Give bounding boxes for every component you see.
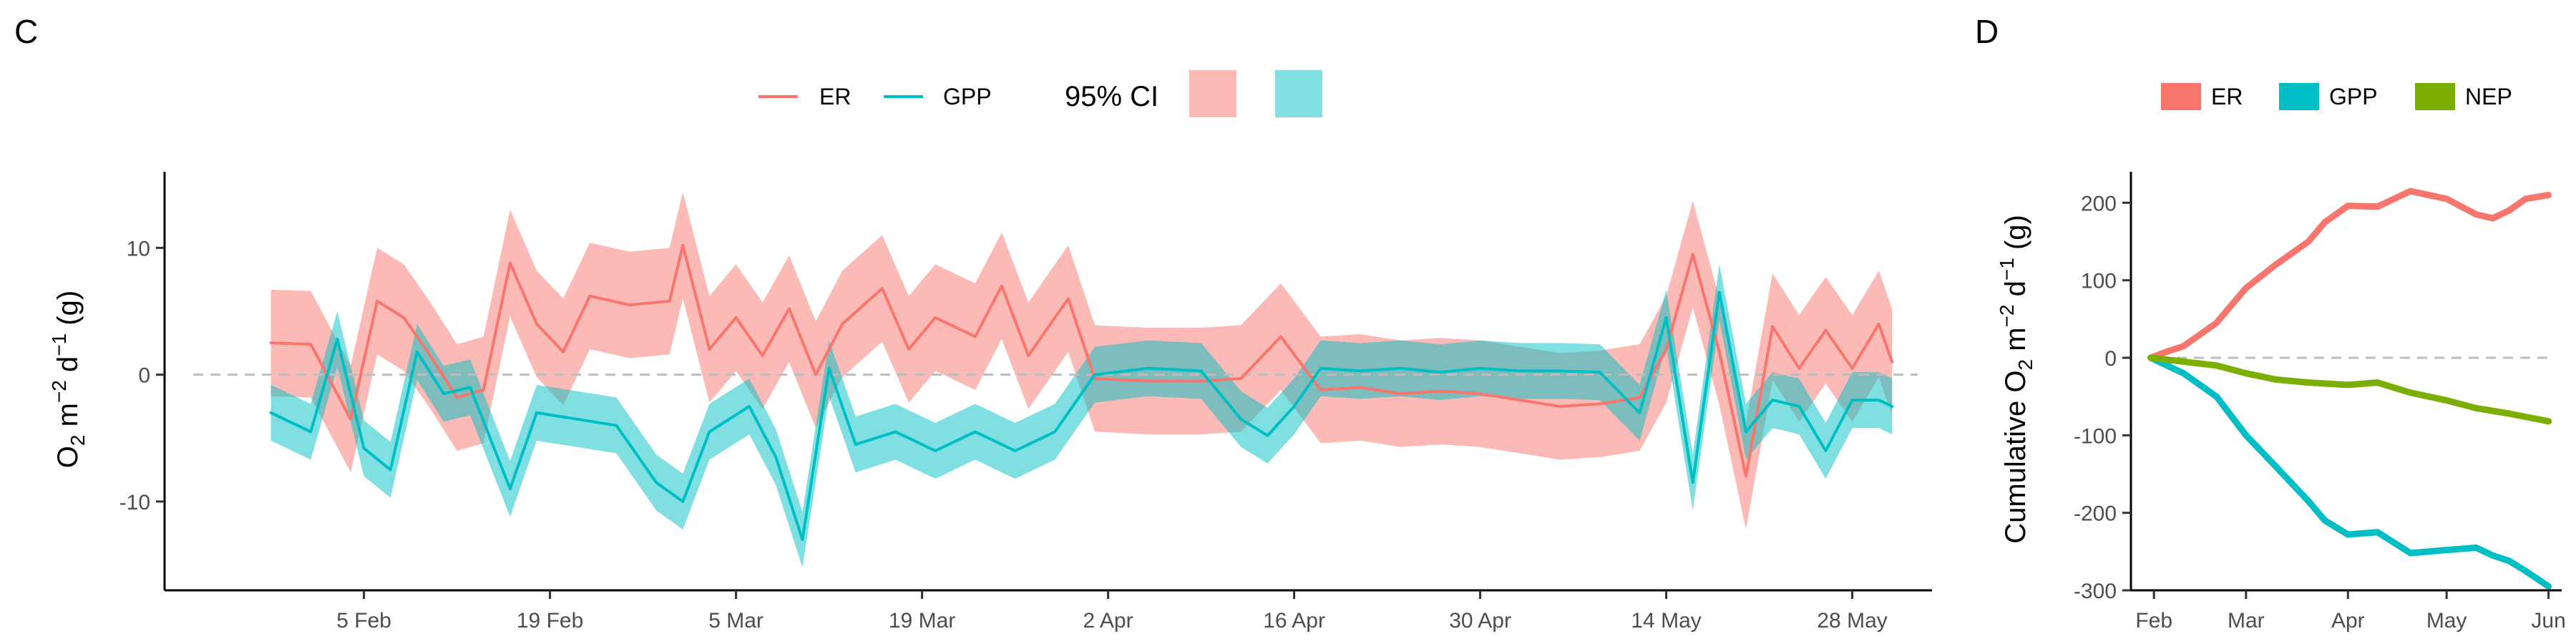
y-tick-label: -300 — [2074, 580, 2117, 603]
panel-c-series-lines — [269, 243, 1894, 542]
x-tick-label: 19 Mar — [889, 609, 955, 633]
legend-c-ci-label: 95% CI — [1065, 81, 1158, 112]
legend-d-nep-key — [2415, 83, 2455, 110]
legend-d-er-label: ER — [2211, 84, 2243, 109]
x-tick-label: 28 May — [1817, 609, 1887, 633]
legend-c: ER GPP 95% CI — [758, 70, 1322, 117]
x-tick-label: 30 Apr — [1449, 609, 1511, 633]
ci-band-gpp — [270, 264, 1893, 568]
legend-c-er-label: ER — [819, 84, 851, 109]
y-tick-label: 0 — [138, 364, 150, 388]
legend-c-gpp-ci-key — [1275, 70, 1322, 117]
x-tick-label: May — [2426, 609, 2467, 633]
legend-d-er-key — [2161, 83, 2201, 110]
x-tick-label: 16 Apr — [1263, 609, 1325, 633]
x-tick-label: 2 Apr — [1083, 609, 1133, 633]
panel-d-plot: -300 -200 -100 0 100 200 Feb Mar Apr May Jun Cumul… — [1996, 172, 2566, 633]
x-tick-label: 19 Feb — [517, 609, 583, 633]
panel-d-series-lines — [2147, 187, 2552, 590]
legend-d-gpp-key — [2279, 83, 2319, 110]
legend-d: ER GPP NEP — [2161, 83, 2512, 110]
y-tick-label: 100 — [2081, 270, 2117, 293]
legend-d-nep-label: NEP — [2465, 84, 2512, 109]
x-tick-label: Jun — [2531, 609, 2565, 633]
x-tick-label: 5 Mar — [708, 609, 763, 633]
panel-c-y-axis-title: O2 m−2 d−1 (g) — [48, 291, 89, 468]
x-tick-label: Mar — [2228, 609, 2265, 633]
panel-c-plot: -10 0 10 5 Feb 19 Feb 5 Mar 19 Mar 2 Apr 16 Apr 3… — [48, 172, 1932, 633]
series-line-er — [269, 243, 1894, 478]
series-line-gpp — [269, 291, 1894, 542]
x-tick-label: Apr — [2331, 609, 2365, 633]
series-line-nep — [2147, 354, 2552, 425]
panel-c-axes: -10 0 10 5 Feb 19 Feb 5 Mar 19 Mar 2 Apr 16 Apr 3… — [119, 172, 1932, 633]
series-line-gpp — [2147, 354, 2552, 590]
panel-d-y-axis-title: Cumulative O2 m−2 d−1 (g) — [1996, 215, 2036, 544]
y-tick-label: 200 — [2081, 192, 2117, 215]
panel-d-axes: -300 -200 -100 0 100 200 Feb Mar Apr May Jun — [2074, 172, 2566, 633]
y-tick-label: 10 — [127, 237, 150, 260]
y-tick-label: -200 — [2074, 502, 2117, 526]
x-tick-label: 5 Feb — [336, 609, 391, 633]
legend-c-er-ci-key — [1189, 70, 1236, 117]
y-tick-label: 0 — [2104, 347, 2117, 371]
legend-d-gpp-label: GPP — [2329, 84, 2378, 109]
x-tick-label: Feb — [2135, 609, 2172, 633]
legend-c-gpp-label: GPP — [943, 84, 992, 109]
series-line-er — [2147, 187, 2552, 361]
y-tick-label: -10 — [119, 491, 150, 514]
x-tick-label: 14 May — [1631, 609, 1701, 633]
panel-letter-d: D — [1975, 13, 1999, 50]
y-tick-label: -100 — [2074, 424, 2117, 448]
panel-letter-c: C — [14, 13, 38, 50]
